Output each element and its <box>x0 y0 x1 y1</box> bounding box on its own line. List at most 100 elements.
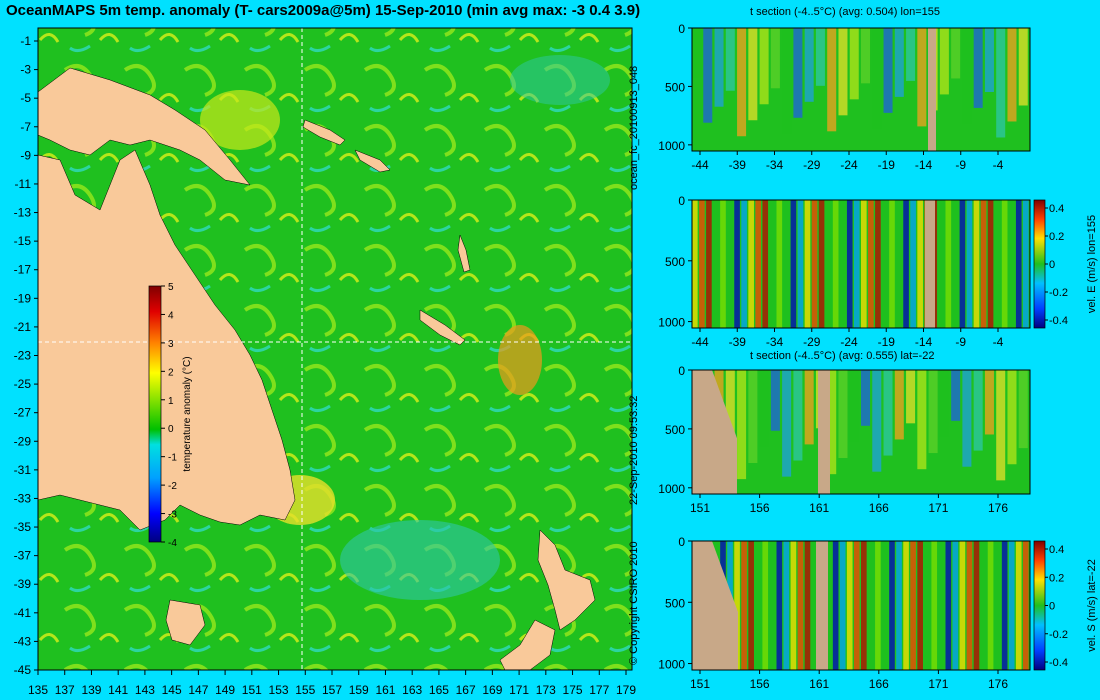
section-stripe <box>793 28 803 118</box>
section-stripe <box>776 200 783 328</box>
section-x-tick-label: -24 <box>840 158 858 172</box>
section-x-tick-label: -19 <box>878 158 896 172</box>
section-stripe <box>1001 200 1008 328</box>
lat-tick-label: -23 <box>14 349 32 363</box>
colorbar-tick-label: 2 <box>168 367 174 378</box>
lon-tick-label: 177 <box>589 683 609 697</box>
section-stripe <box>832 200 839 328</box>
lat-tick-label: -27 <box>14 406 32 420</box>
section-stripe <box>883 28 893 113</box>
section-panel: 0 500 1000 151 156 161 166 171 176 <box>658 364 1031 515</box>
lat-tick-label: -13 <box>14 206 32 220</box>
section-stripe <box>797 541 804 670</box>
section-frame <box>691 540 1031 671</box>
section-stripe <box>861 541 867 670</box>
lon-tick-label: 173 <box>536 683 556 697</box>
section-stripe <box>769 200 776 328</box>
lon-tick-label: 147 <box>188 683 208 697</box>
section-stripe <box>959 541 966 670</box>
warm-anomaly-patch <box>200 90 280 150</box>
map-frame <box>37 27 633 671</box>
lon-tick-label: 169 <box>482 683 502 697</box>
section-stripe <box>1007 370 1017 465</box>
section-x-tick-label: 161 <box>809 677 829 691</box>
section-x-tick-label: 151 <box>690 677 710 691</box>
section-stripe <box>1018 370 1028 449</box>
lon-tick-label: 143 <box>135 683 155 697</box>
section-stripe <box>894 370 904 440</box>
section-stripe <box>811 200 818 328</box>
lat-tick-label: -7 <box>20 120 31 134</box>
section-y-tick-label: 0 <box>678 364 685 378</box>
lon-tick-label: 159 <box>349 683 369 697</box>
section-y-tick-label: 0 <box>678 22 685 36</box>
lat-tick-label: -5 <box>20 91 31 105</box>
section-stripe <box>917 200 923 328</box>
section-stripe <box>793 370 803 461</box>
section-stripe <box>1022 200 1029 328</box>
section-stripe <box>1007 28 1017 122</box>
velocity-colorbar-tick-label: 0.4 <box>1049 544 1064 556</box>
section-panels: 0 500 1000 -44 -39 -34 -29 -24 -19 -14 -9 -4 0 500 100… <box>658 22 1098 691</box>
section-x-tick-label: -44 <box>691 335 709 349</box>
section-stripe <box>762 200 769 328</box>
section-y-tick-label: 1000 <box>658 482 685 496</box>
section-stripe <box>973 370 983 451</box>
lon-tick-label: 155 <box>295 683 315 697</box>
section-stripe <box>748 541 754 670</box>
section-x-tick-label: 156 <box>750 501 770 515</box>
section-stripe <box>846 200 853 328</box>
section-stripe <box>952 541 959 670</box>
section-stripe <box>832 541 839 670</box>
section-stripe <box>804 28 814 102</box>
colorbar-tick-label: -1 <box>168 453 177 464</box>
section-stripe <box>973 541 980 670</box>
section-stripe <box>872 28 882 129</box>
colorbar-tick-label: 3 <box>168 339 174 350</box>
section-y-tick-label: 500 <box>665 423 685 437</box>
colorbar-tick-label: -2 <box>168 481 177 492</box>
section-x-tick-label: -14 <box>915 335 933 349</box>
section-stripe <box>790 200 797 328</box>
section-x-tick-label: 166 <box>869 677 889 691</box>
section-stripe <box>825 200 832 328</box>
lon-tick-label: 161 <box>375 683 395 697</box>
section-stripe <box>783 541 790 670</box>
section-stripe <box>1008 541 1015 670</box>
land <box>37 67 596 671</box>
lat-tick-label: -45 <box>14 663 32 677</box>
lon-tick-label: 141 <box>108 683 128 697</box>
section-stripe <box>748 200 754 328</box>
section-stripe <box>882 200 888 328</box>
section-stripe <box>782 28 792 134</box>
velocity-colorbar-tick-label: 0.4 <box>1049 203 1064 215</box>
solomon-islands <box>302 119 346 146</box>
section-panel: 0 500 1000 -44 -39 -34 -29 -24 -19 -14 -9 -4 0.4 0.2 0… <box>658 194 1098 349</box>
section-x-tick-label: -29 <box>803 335 821 349</box>
section-stripe <box>973 200 980 328</box>
section-y-tick-label: 1000 <box>658 316 685 330</box>
temperature-anomaly-map: -1-3-5-7-9-11-13-15-17-19-21-23-25-27-29… <box>14 27 636 697</box>
section-stripe <box>951 28 961 79</box>
section-stripe <box>839 541 846 670</box>
section-stripe <box>938 200 945 328</box>
section-stripe <box>917 370 927 470</box>
section-x-tick-label: -9 <box>955 158 966 172</box>
lat-tick-label: -35 <box>14 520 32 534</box>
colorbar-ticks: 5 4 3 2 1 0 -1 -2 -3 -4 <box>161 282 177 549</box>
lat-tick-label: -21 <box>14 320 32 334</box>
section-stripe <box>868 200 874 328</box>
section-stripe <box>861 370 871 426</box>
section-stripe <box>849 28 859 100</box>
lat-tick-label: -41 <box>14 606 32 620</box>
section-stripe <box>938 541 945 670</box>
section-x-tick-label: -4 <box>993 158 1004 172</box>
colorbar-label: temperature anomaly (°C) <box>182 356 193 471</box>
copyright-label: © Copyright CSIRO 2010 <box>628 541 640 665</box>
section-stripe <box>790 541 797 670</box>
section-stripe <box>966 541 973 670</box>
section-x-tick-label: 166 <box>869 501 889 515</box>
section-x-tick-label: -39 <box>729 158 747 172</box>
lon-tick-label: 163 <box>402 683 422 697</box>
lon-tick-label: 151 <box>242 683 262 697</box>
